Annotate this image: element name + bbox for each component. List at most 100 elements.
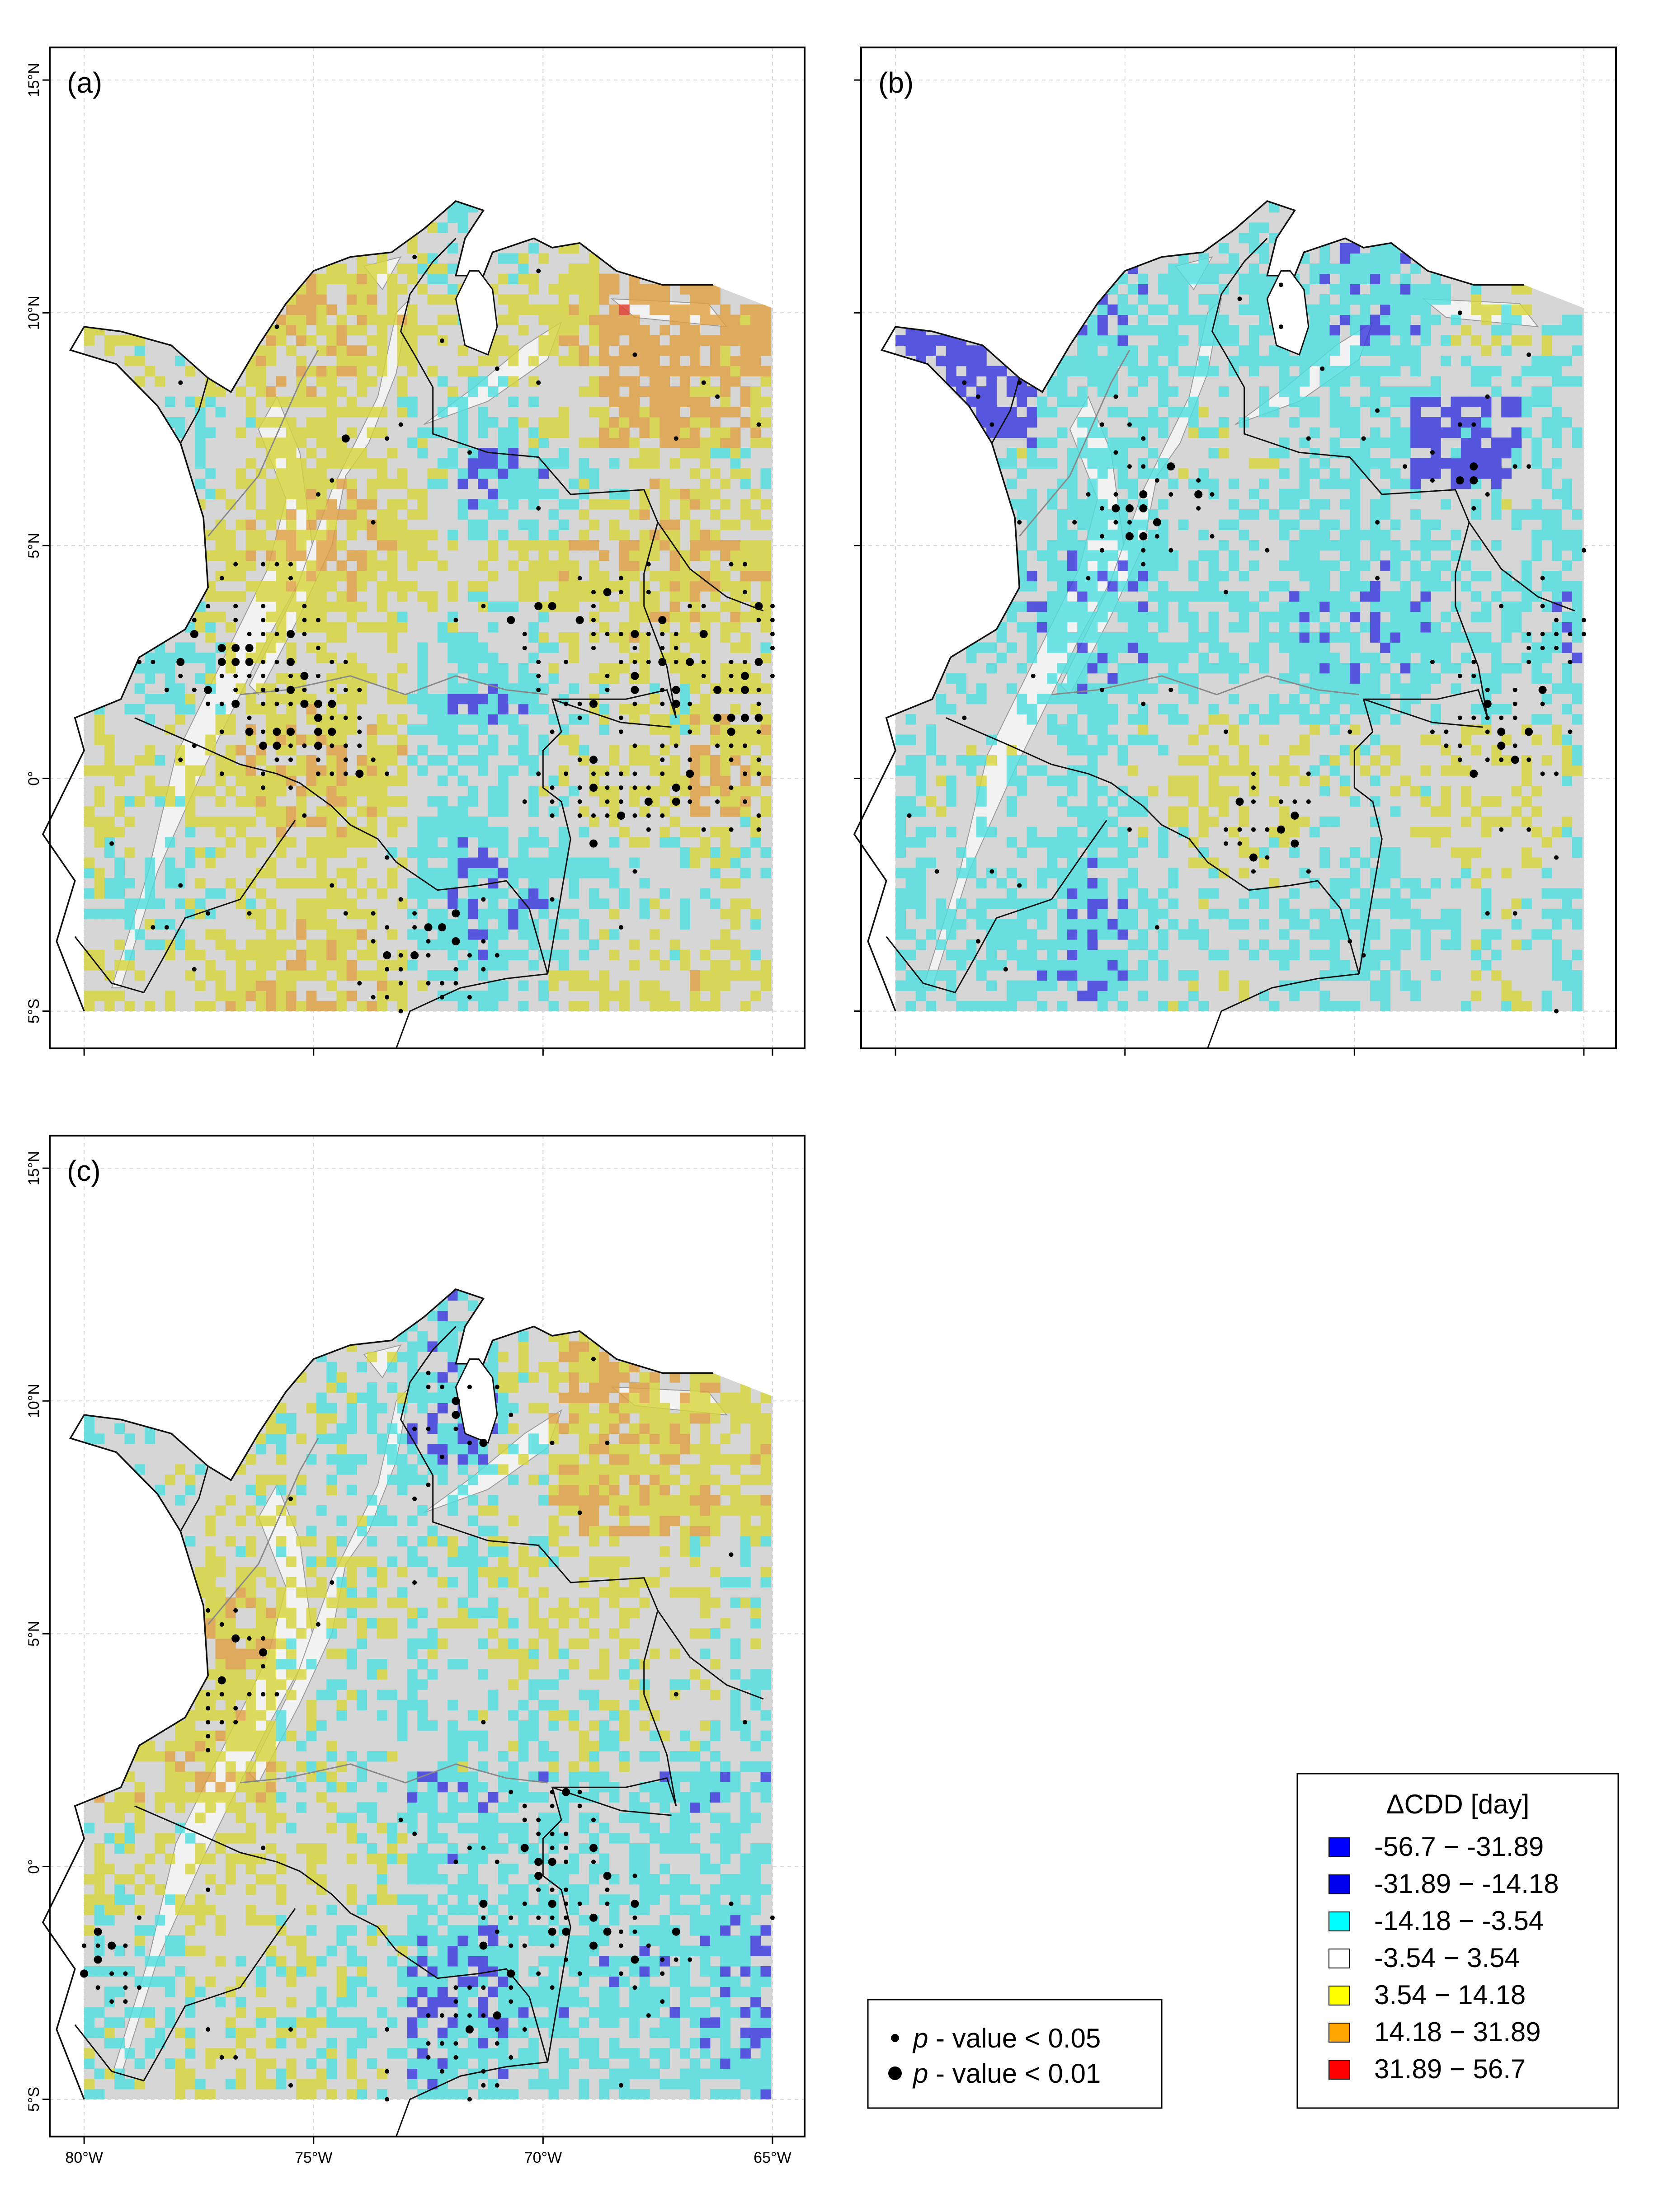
anomaly-cell — [1390, 714, 1401, 725]
anomaly-cell — [346, 775, 357, 786]
anomaly-cell — [1198, 550, 1209, 561]
significance-dot-p005 — [288, 757, 293, 762]
anomaly-cell — [1047, 550, 1058, 561]
anomaly-cell — [1441, 919, 1451, 930]
anomaly-cell — [1400, 581, 1411, 592]
anomaly-cell — [1057, 366, 1068, 376]
anomaly-cell — [498, 376, 509, 387]
anomaly-cell — [377, 263, 387, 274]
anomaly-cell — [538, 704, 549, 714]
anomaly-cell — [1420, 642, 1431, 653]
anomaly-cell — [316, 560, 327, 571]
anomaly-cell — [1077, 816, 1088, 827]
anomaly-cell — [1511, 785, 1522, 797]
anomaly-cell — [94, 878, 105, 889]
anomaly-cell — [1117, 540, 1128, 551]
anomaly-cell — [518, 919, 529, 930]
anomaly-cell — [1259, 479, 1270, 489]
anomaly-cell — [1360, 653, 1371, 663]
anomaly-cell — [936, 908, 947, 920]
anomaly-cell — [660, 908, 670, 920]
anomaly-cell — [1148, 509, 1159, 520]
anomaly-cell — [1481, 632, 1492, 643]
anomaly-cell — [548, 560, 559, 571]
anomaly-cell — [720, 622, 731, 633]
anomaly-cell — [437, 560, 448, 571]
anomaly-cell — [1057, 847, 1068, 858]
anomaly-cell — [1370, 683, 1380, 694]
anomaly-cell — [1188, 991, 1199, 1001]
anomaly-cell — [1430, 642, 1441, 653]
anomaly-cell — [1521, 847, 1532, 858]
anomaly-cell — [1067, 745, 1078, 756]
anomaly-cell — [1087, 488, 1098, 499]
anomaly-cell — [165, 653, 175, 663]
anomaly-cell — [1067, 949, 1078, 960]
significance-dot-p005 — [398, 1009, 403, 1014]
anomaly-cell — [538, 632, 549, 643]
anomaly-cell — [660, 396, 670, 407]
anomaly-cell — [1329, 366, 1340, 376]
anomaly-cell — [1410, 632, 1421, 643]
anomaly-cell — [236, 960, 246, 971]
anomaly-cell — [660, 407, 670, 418]
anomaly-cell — [367, 356, 377, 366]
anomaly-cell — [1491, 929, 1502, 940]
anomaly-cell — [690, 980, 701, 991]
anomaly-cell — [1400, 437, 1411, 448]
anomaly-cell — [498, 868, 509, 878]
anomaly-cell — [700, 284, 711, 295]
anomaly-cell — [1481, 939, 1492, 950]
anomaly-cell — [225, 949, 236, 960]
anomaly-cell — [679, 396, 690, 407]
anomaly-cell — [185, 806, 196, 817]
anomaly-cell — [946, 919, 956, 930]
anomaly-cell — [649, 929, 660, 940]
anomaly-cell — [296, 919, 307, 930]
anomaly-cell — [407, 878, 418, 889]
anomaly-cell — [1178, 714, 1189, 725]
anomaly-cell — [457, 632, 468, 643]
anomaly-cell — [488, 960, 499, 971]
anomaly-cell — [720, 857, 731, 868]
anomaly-cell — [407, 366, 418, 376]
anomaly-cell — [134, 376, 145, 387]
significance-dot-p005 — [688, 604, 693, 609]
anomaly-cell — [1380, 407, 1391, 418]
anomaly-cell — [346, 396, 357, 407]
significance-dot-p005 — [522, 799, 527, 804]
anomaly-cell — [619, 499, 630, 510]
anomaly-cell — [690, 806, 701, 817]
anomaly-cell — [1531, 499, 1542, 510]
anomaly-cell — [740, 315, 751, 325]
anomaly-cell — [448, 898, 458, 909]
anomaly-cell — [1339, 243, 1350, 254]
anomaly-cell — [236, 827, 246, 837]
anomaly-cell — [926, 745, 936, 756]
anomaly-cell — [427, 263, 438, 274]
anomaly-cell — [1380, 540, 1391, 551]
anomaly-cell — [629, 796, 640, 807]
anomaly-cell — [1471, 642, 1482, 653]
anomaly-cell — [1107, 335, 1118, 346]
anomaly-cell — [205, 816, 216, 827]
anomaly-cell — [195, 878, 206, 889]
anomaly-cell — [609, 868, 620, 878]
anomaly-cell — [1380, 468, 1391, 479]
anomaly-cell — [1562, 673, 1573, 684]
anomaly-cell — [1491, 540, 1502, 551]
anomaly-cell — [1551, 827, 1562, 837]
anomaly-cell — [569, 560, 579, 571]
anomaly-cell — [730, 366, 741, 376]
anomaly-cell — [569, 653, 579, 663]
anomaly-cell — [357, 345, 367, 356]
anomaly-cell — [1067, 356, 1078, 366]
anomaly-cell — [346, 345, 357, 356]
anomaly-cell — [1309, 673, 1320, 684]
anomaly-cell — [316, 785, 327, 797]
anomaly-cell — [1158, 550, 1168, 561]
anomaly-cell — [649, 356, 660, 366]
anomaly-cell — [357, 458, 367, 469]
anomaly-cell — [1511, 284, 1522, 295]
anomaly-cell — [1350, 571, 1361, 582]
